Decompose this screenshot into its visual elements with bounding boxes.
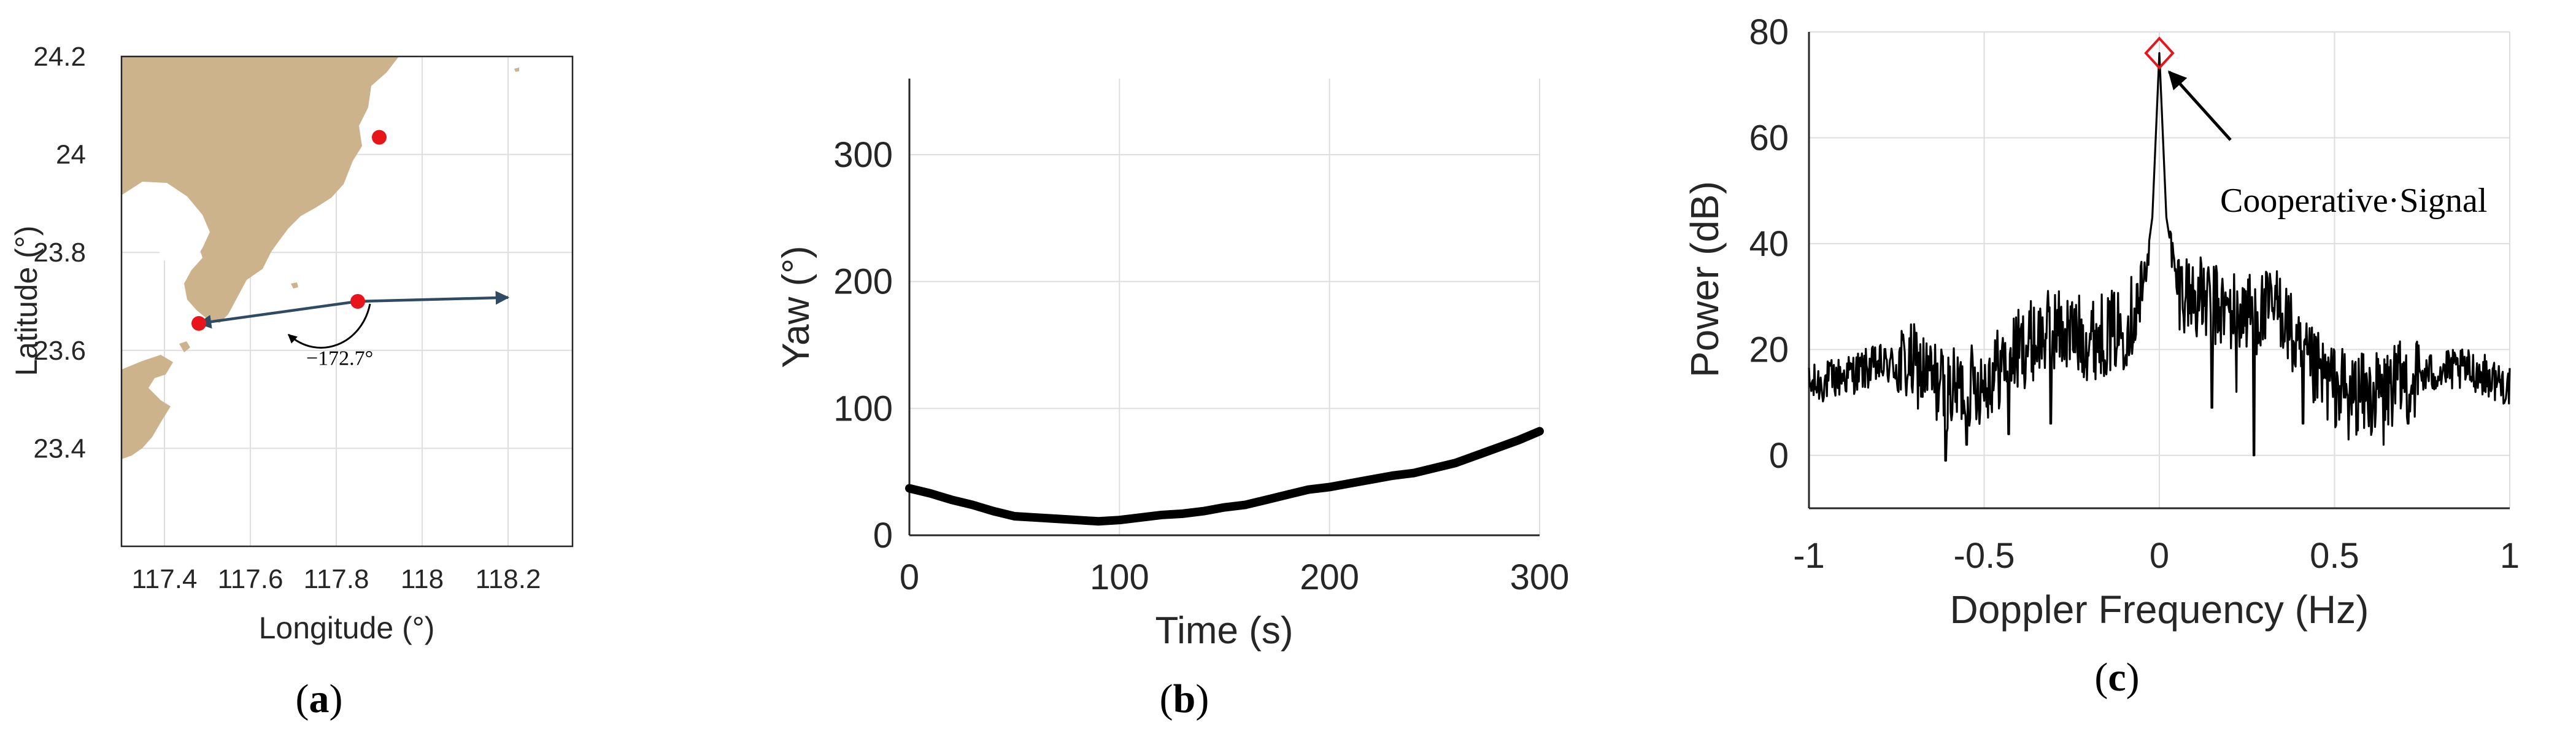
islet-3 bbox=[291, 282, 298, 289]
x-tick-label: 1 bbox=[2500, 536, 2520, 576]
y-tick-label: 0 bbox=[1769, 436, 1789, 476]
position-point bbox=[350, 294, 365, 309]
y-tick-label: 100 bbox=[833, 389, 893, 428]
x-tick-label: 118 bbox=[401, 564, 444, 594]
x-tick-label: -0.5 bbox=[1954, 536, 2015, 576]
y-tick-label: 200 bbox=[833, 262, 893, 302]
y-tick-label: 20 bbox=[1749, 330, 1789, 370]
x-tick-label: 117.4 bbox=[132, 564, 198, 594]
bay-water bbox=[121, 182, 210, 277]
annotation-arrow bbox=[2167, 70, 2232, 141]
map-panel-a: −172.7° 117.4 117.6 117.8 118 118.2 23.4 23.6… bbox=[9, 42, 574, 721]
panel-label-a: (a) bbox=[296, 676, 343, 721]
annotation-text: Cooperative·Signal bbox=[2220, 182, 2487, 220]
y-tick-label: 60 bbox=[1749, 118, 1789, 158]
x-axis-label: Time (s) bbox=[1155, 610, 1294, 652]
y-tick-label: 24.2 bbox=[33, 42, 86, 72]
x-tick-labels: 0 100 200 300 bbox=[900, 557, 1570, 597]
position-point bbox=[372, 130, 387, 145]
islet-1 bbox=[179, 341, 190, 352]
x-tick-label: 0 bbox=[900, 557, 919, 597]
line-panel-b: 0 100 200 300 0 100 200 300 Time (s) Yaw (°) (… bbox=[775, 79, 1569, 721]
x-tick-label: -1 bbox=[1793, 536, 1825, 576]
y-tick-label: 80 bbox=[1749, 12, 1789, 52]
panel-label-b: (b) bbox=[1160, 676, 1209, 721]
x-tick-label: 300 bbox=[1510, 557, 1570, 597]
y-tick-labels: 23.4 23.6 23.8 24 24.2 bbox=[33, 42, 86, 463]
map-frame bbox=[120, 55, 574, 548]
x-tick-labels: 117.4 117.6 117.8 118 118.2 bbox=[132, 564, 541, 594]
land-mass bbox=[121, 56, 399, 323]
x-axis-label: Longitude (°) bbox=[259, 611, 435, 645]
panel-label-c: (c) bbox=[2094, 655, 2139, 700]
y-axis-label: Power (dB) bbox=[1683, 181, 1727, 378]
y-tick-labels: 0 20 40 60 80 bbox=[1749, 12, 1789, 476]
x-tick-label: 117.8 bbox=[304, 564, 369, 594]
y-tick-label: 23.8 bbox=[33, 238, 86, 268]
peak-diamond bbox=[2144, 36, 2175, 70]
y-tick-labels: 0 100 200 300 bbox=[833, 135, 893, 556]
position-point bbox=[191, 316, 206, 331]
x-tick-label: 200 bbox=[1300, 557, 1359, 597]
heading-vector bbox=[197, 300, 358, 329]
yaw-series bbox=[905, 427, 1544, 526]
y-tick-label: 23.4 bbox=[33, 433, 86, 463]
coastline-land bbox=[121, 56, 519, 459]
y-axis-label: Latitude (°) bbox=[9, 225, 44, 376]
x-tick-label: 0.5 bbox=[2310, 536, 2359, 576]
angle-arc bbox=[287, 303, 371, 349]
x-tick-labels: -1 -0.5 0 0.5 1 bbox=[1793, 536, 2520, 576]
heading-vectors bbox=[197, 290, 510, 329]
angle-annotation: −172.7° bbox=[306, 347, 373, 370]
y-tick-label: 24 bbox=[56, 140, 86, 170]
y-tick-label: 40 bbox=[1749, 224, 1789, 264]
x-tick-label: 118.2 bbox=[476, 564, 541, 594]
x-tick-label: 100 bbox=[1090, 557, 1149, 597]
y-tick-label: 23.6 bbox=[33, 336, 86, 366]
grid-c bbox=[1808, 31, 2510, 508]
x-axis-label: Doppler Frequency (Hz) bbox=[1950, 587, 2369, 632]
power-spectrum-line bbox=[1808, 52, 2511, 462]
islet-4 bbox=[514, 68, 519, 72]
x-tick-label: 0 bbox=[2150, 536, 2169, 576]
heading-vector bbox=[357, 290, 510, 305]
yaw-line bbox=[905, 427, 1544, 526]
land-mass-south bbox=[121, 355, 173, 459]
y-tick-label: 300 bbox=[833, 135, 893, 175]
position-markers bbox=[191, 130, 387, 331]
y-axis-label: Yaw (°) bbox=[775, 246, 817, 368]
y-tick-label: 0 bbox=[873, 516, 893, 556]
power-spectrum-series bbox=[1808, 52, 2511, 462]
x-tick-label: 117.6 bbox=[218, 564, 283, 594]
peak-marker bbox=[2144, 36, 2175, 70]
islet-2 bbox=[250, 243, 259, 252]
spectrum-panel-c: Cooperative·Signal -1 -0.5 0 0.5 1 0 20 40 60 80… bbox=[1683, 12, 2520, 700]
